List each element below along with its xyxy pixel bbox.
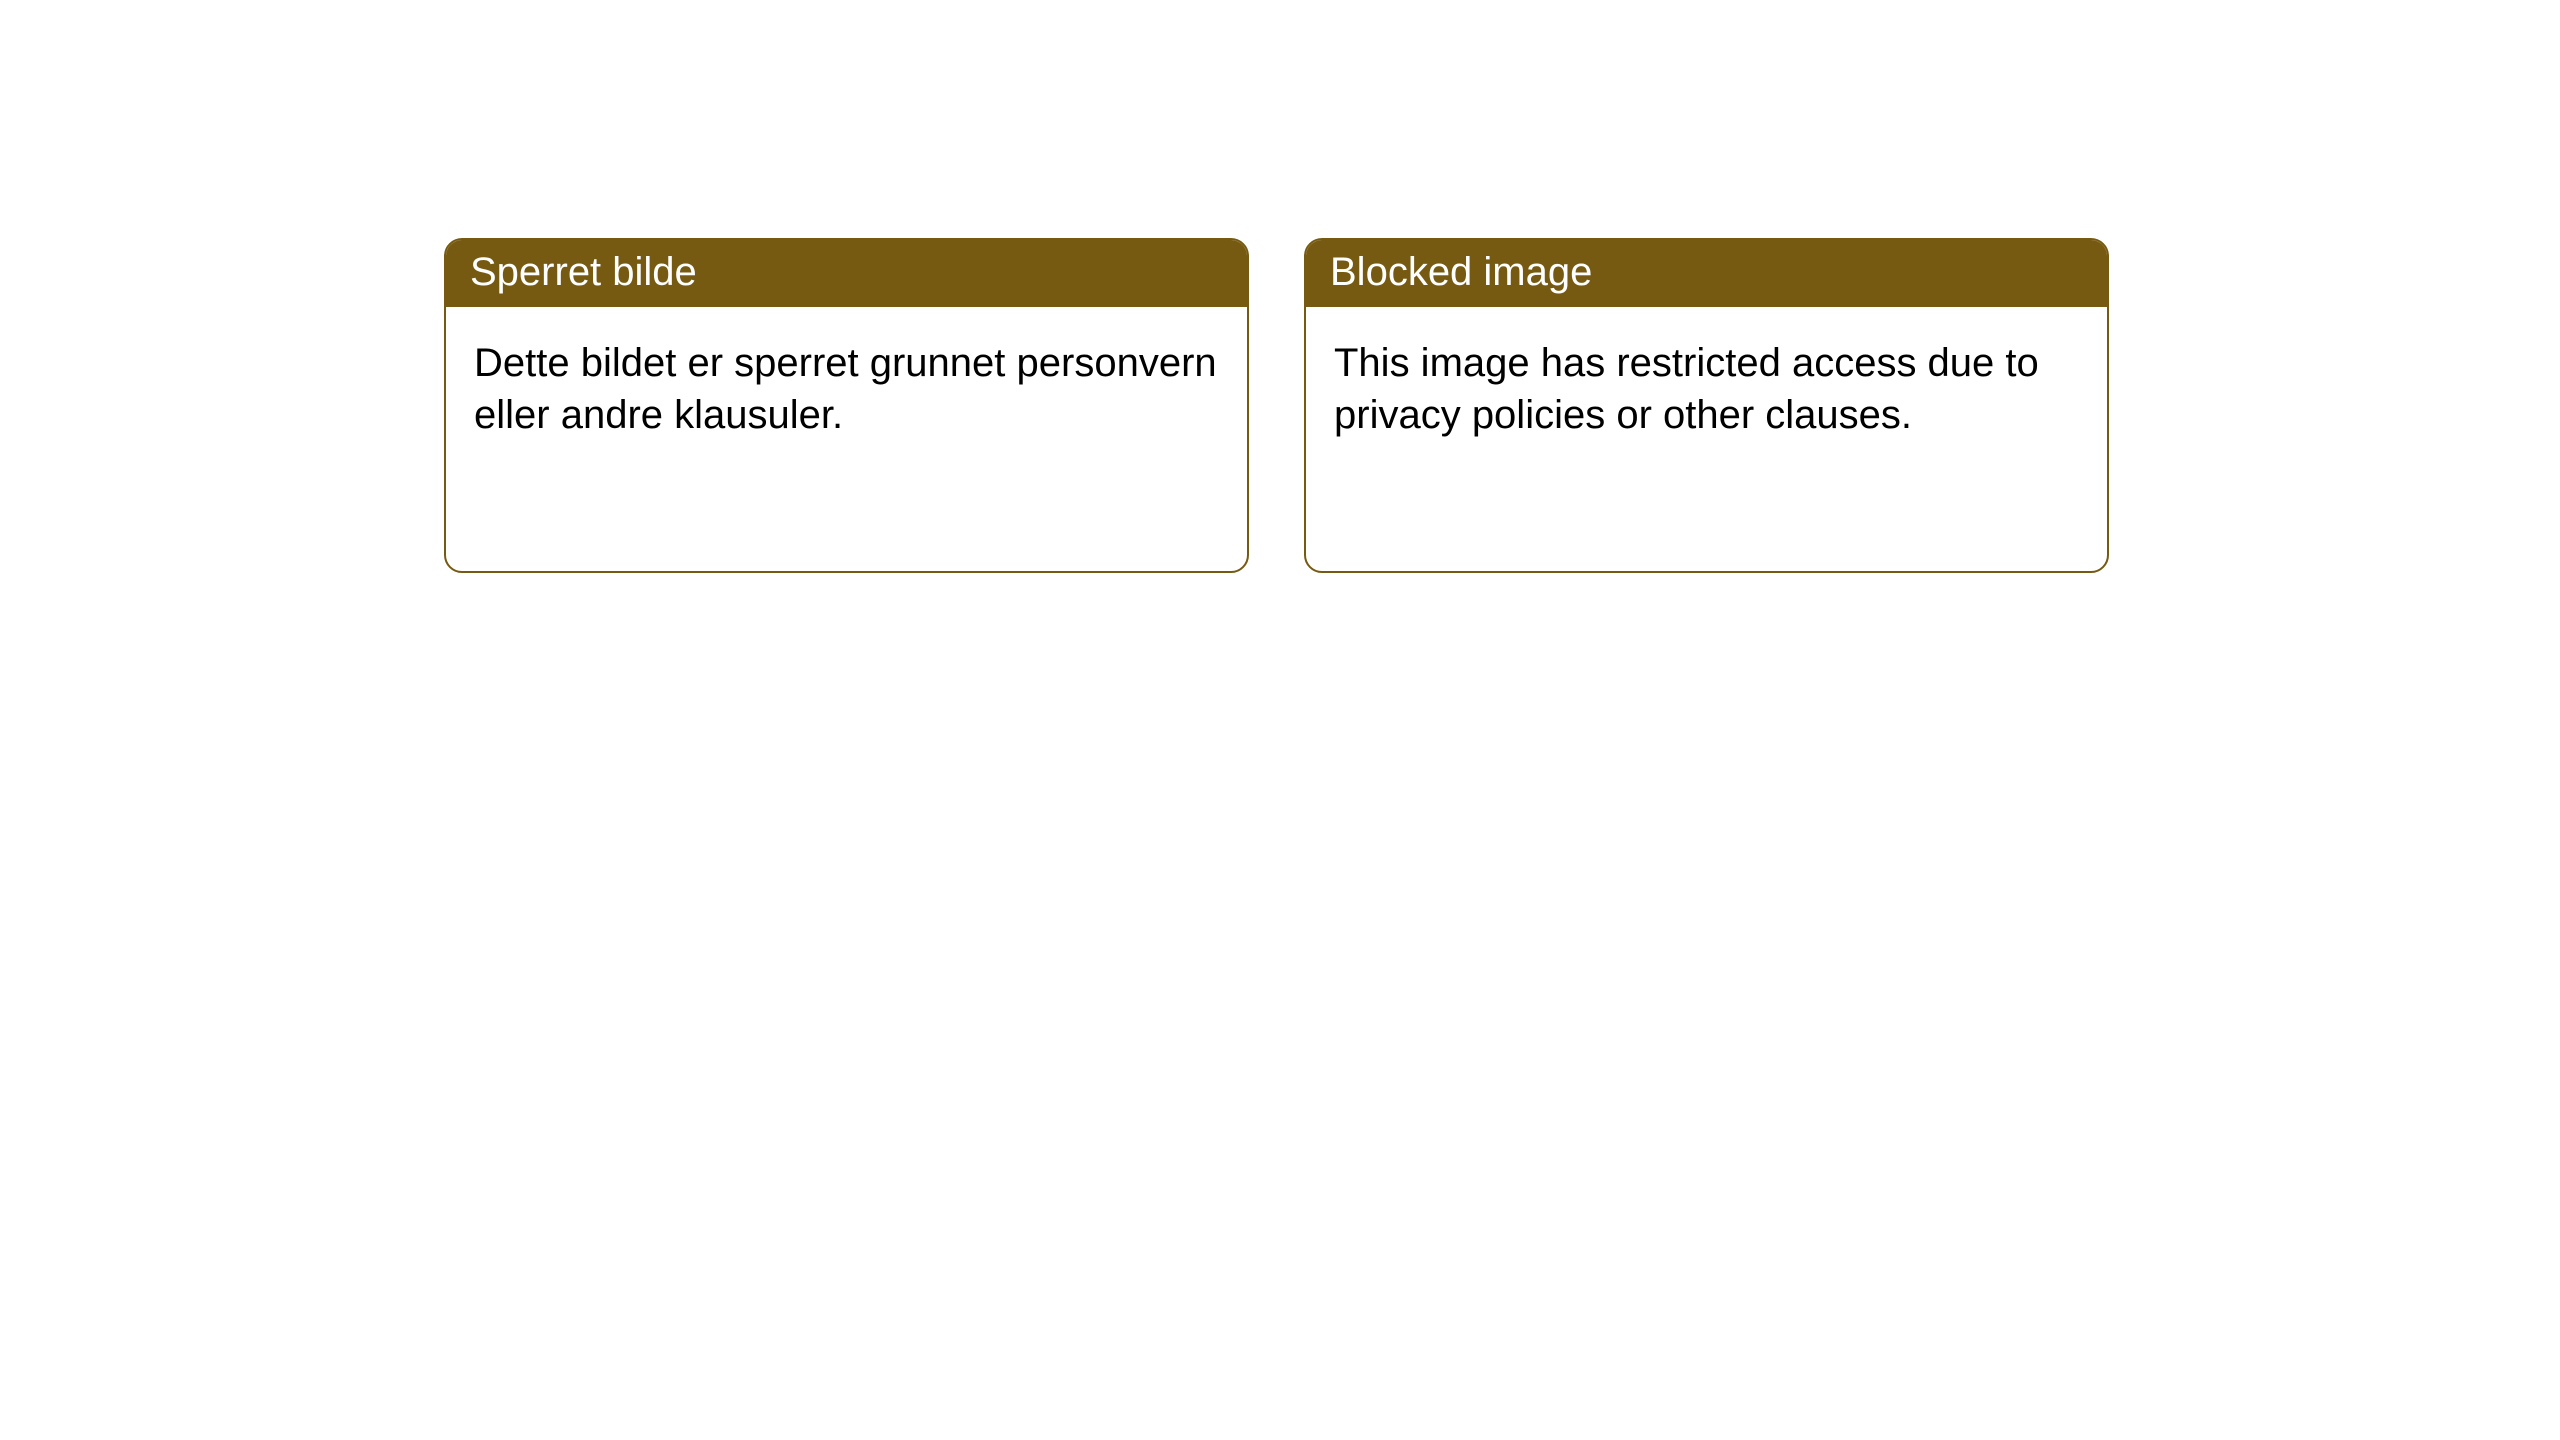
notice-cards-container: Sperret bilde Dette bildet er sperret gr… xyxy=(0,0,2560,573)
card-body-text: This image has restricted access due to … xyxy=(1334,341,2039,437)
card-title: Blocked image xyxy=(1330,250,1592,294)
blocked-image-card-no: Sperret bilde Dette bildet er sperret gr… xyxy=(444,238,1249,573)
blocked-image-card-en: Blocked image This image has restricted … xyxy=(1304,238,2109,573)
card-header: Blocked image xyxy=(1306,240,2107,307)
card-body: Dette bildet er sperret grunnet personve… xyxy=(446,307,1247,471)
card-body: This image has restricted access due to … xyxy=(1306,307,2107,471)
card-title: Sperret bilde xyxy=(470,250,697,294)
card-header: Sperret bilde xyxy=(446,240,1247,307)
card-body-text: Dette bildet er sperret grunnet personve… xyxy=(474,341,1217,437)
